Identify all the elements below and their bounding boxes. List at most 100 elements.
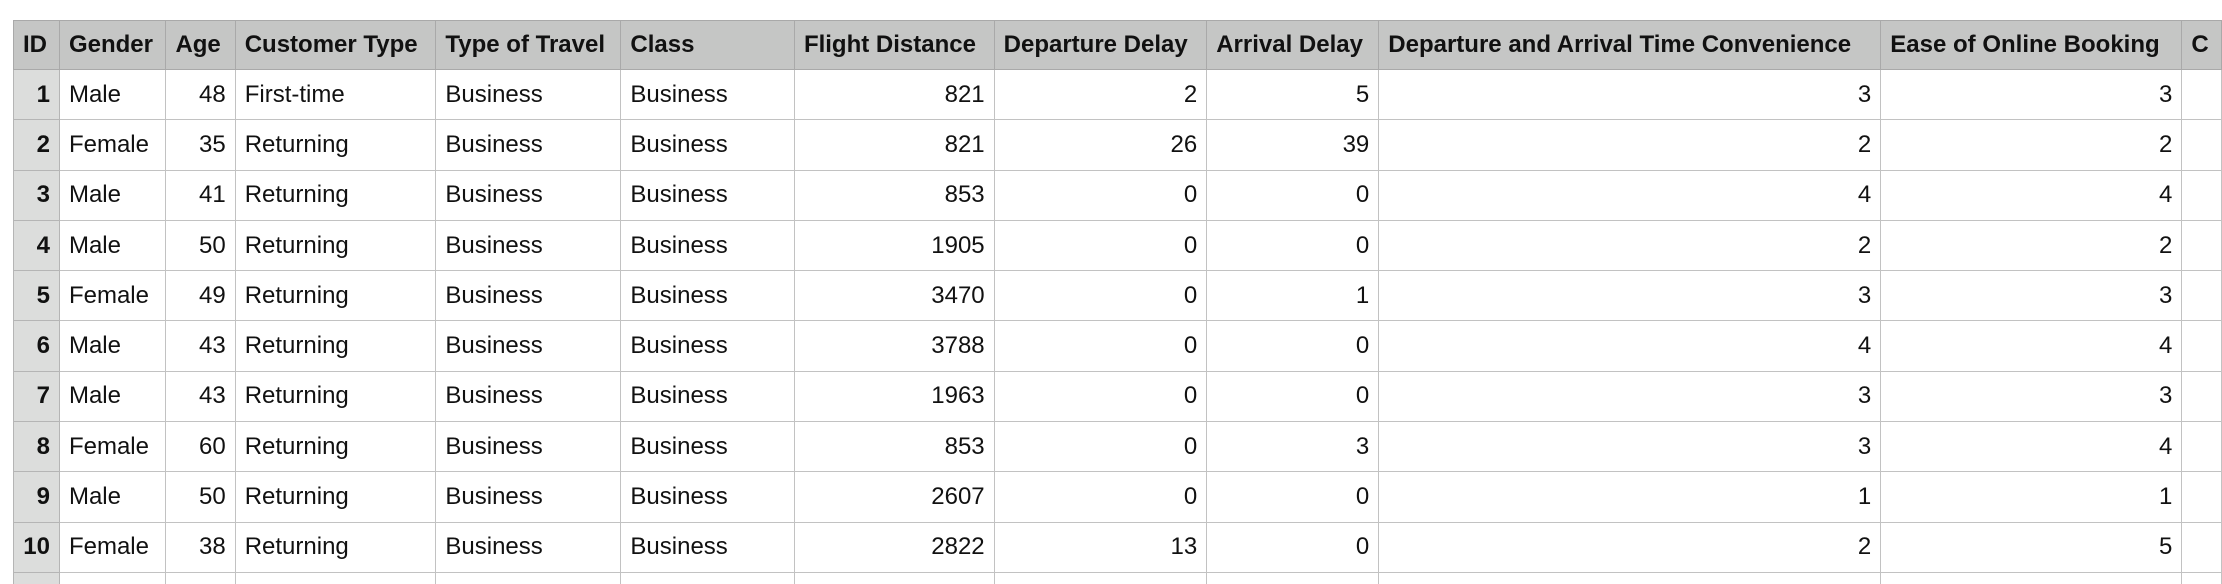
customer-type-cell[interactable]: First-time: [234, 68, 437, 121]
overflow-cell[interactable]: [2181, 270, 2222, 322]
age-cell[interactable]: 41: [165, 169, 236, 221]
column-header-online-booking[interactable]: Ease of Online Booking: [1880, 20, 2183, 70]
partial-cell[interactable]: [993, 571, 1208, 584]
age-cell[interactable]: 50: [165, 219, 236, 272]
arrival-delay-cell[interactable]: 0: [1206, 169, 1380, 221]
type-of-travel-cell[interactable]: Business: [435, 119, 622, 171]
row-id-cell[interactable]: 10: [13, 521, 60, 573]
time-convenience-cell[interactable]: 2: [1378, 219, 1882, 272]
overflow-cell[interactable]: [2181, 471, 2222, 523]
customer-type-cell[interactable]: Returning: [234, 169, 437, 221]
time-convenience-cell[interactable]: 3: [1378, 270, 1882, 322]
online-booking-cell[interactable]: 2: [1880, 219, 2183, 272]
flight-distance-cell[interactable]: 2607: [793, 471, 995, 523]
partial-cell[interactable]: [1206, 571, 1380, 584]
customer-type-cell[interactable]: Returning: [234, 320, 437, 372]
online-booking-cell[interactable]: 4: [1880, 320, 2183, 372]
customer-type-cell[interactable]: Returning: [234, 471, 437, 523]
age-cell[interactable]: 49: [165, 270, 236, 322]
gender-cell[interactable]: Male: [58, 370, 167, 423]
column-header-departure-delay[interactable]: Departure Delay: [993, 20, 1208, 70]
flight-distance-cell[interactable]: 2822: [793, 521, 995, 573]
customer-type-cell[interactable]: Returning: [234, 521, 437, 573]
customer-type-cell[interactable]: Returning: [234, 421, 437, 473]
departure-delay-cell[interactable]: 2: [993, 68, 1208, 121]
arrival-delay-cell[interactable]: 39: [1206, 119, 1380, 171]
time-convenience-cell[interactable]: 2: [1378, 521, 1882, 573]
gender-cell[interactable]: Female: [58, 521, 167, 573]
gender-cell[interactable]: Male: [58, 169, 167, 221]
flight-distance-cell[interactable]: 821: [793, 68, 995, 121]
gender-cell[interactable]: Male: [58, 320, 167, 372]
customer-type-cell[interactable]: Returning: [234, 119, 437, 171]
time-convenience-cell[interactable]: 3: [1378, 421, 1882, 473]
partial-cell[interactable]: [58, 571, 167, 584]
column-header-flight-distance[interactable]: Flight Distance: [793, 20, 995, 70]
flight-distance-cell[interactable]: 1963: [793, 370, 995, 423]
class-cell[interactable]: Business: [620, 68, 795, 121]
age-cell[interactable]: 43: [165, 320, 236, 372]
partial-cell[interactable]: [435, 571, 622, 584]
arrival-delay-cell[interactable]: 0: [1206, 370, 1380, 423]
row-id-cell[interactable]: 8: [13, 421, 60, 473]
gender-cell[interactable]: Female: [58, 119, 167, 171]
partial-cell[interactable]: [234, 571, 437, 584]
age-cell[interactable]: 38: [165, 521, 236, 573]
type-of-travel-cell[interactable]: Business: [435, 169, 622, 221]
arrival-delay-cell[interactable]: 0: [1206, 521, 1380, 573]
time-convenience-cell[interactable]: 3: [1378, 370, 1882, 423]
row-id-cell[interactable]: 9: [13, 471, 60, 523]
class-cell[interactable]: Business: [620, 270, 795, 322]
departure-delay-cell[interactable]: 0: [993, 370, 1208, 423]
overflow-cell[interactable]: [2181, 521, 2222, 573]
flight-distance-cell[interactable]: 1905: [793, 219, 995, 272]
age-cell[interactable]: 48: [165, 68, 236, 121]
row-id-cell[interactable]: 1: [13, 68, 60, 121]
arrival-delay-cell[interactable]: 5: [1206, 68, 1380, 121]
time-convenience-cell[interactable]: 1: [1378, 471, 1882, 523]
gender-cell[interactable]: Male: [58, 471, 167, 523]
overflow-cell[interactable]: [2181, 68, 2222, 121]
flight-distance-cell[interactable]: 853: [793, 169, 995, 221]
flight-distance-cell[interactable]: 853: [793, 421, 995, 473]
partial-cell[interactable]: [1378, 571, 1882, 584]
overflow-cell[interactable]: [2181, 169, 2222, 221]
column-header-age[interactable]: Age: [165, 20, 236, 70]
column-header-gender[interactable]: Gender: [58, 20, 167, 70]
type-of-travel-cell[interactable]: Business: [435, 521, 622, 573]
type-of-travel-cell[interactable]: Business: [435, 471, 622, 523]
overflow-cell[interactable]: [2181, 219, 2222, 272]
departure-delay-cell[interactable]: 0: [993, 270, 1208, 322]
age-cell[interactable]: 35: [165, 119, 236, 171]
age-cell[interactable]: 60: [165, 421, 236, 473]
type-of-travel-cell[interactable]: Business: [435, 370, 622, 423]
online-booking-cell[interactable]: 2: [1880, 119, 2183, 171]
type-of-travel-cell[interactable]: Business: [435, 68, 622, 121]
column-header-customer-type[interactable]: Customer Type: [234, 20, 437, 70]
column-header-partial[interactable]: C: [2181, 20, 2222, 70]
online-booking-cell[interactable]: 5: [1880, 521, 2183, 573]
partial-cell[interactable]: [1880, 571, 2183, 584]
column-header-arrival-delay[interactable]: Arrival Delay: [1206, 20, 1380, 70]
gender-cell[interactable]: Male: [58, 68, 167, 121]
row-id-cell[interactable]: 4: [13, 219, 60, 272]
arrival-delay-cell[interactable]: 0: [1206, 471, 1380, 523]
online-booking-cell[interactable]: 3: [1880, 270, 2183, 322]
departure-delay-cell[interactable]: 0: [993, 320, 1208, 372]
row-id-cell[interactable]: 7: [13, 370, 60, 423]
online-booking-cell[interactable]: 4: [1880, 169, 2183, 221]
overflow-cell[interactable]: [2181, 421, 2222, 473]
row-id-cell[interactable]: 5: [13, 270, 60, 322]
age-cell[interactable]: 43: [165, 370, 236, 423]
time-convenience-cell[interactable]: 3: [1378, 68, 1882, 121]
partial-cell[interactable]: [13, 571, 60, 584]
class-cell[interactable]: Business: [620, 320, 795, 372]
column-header-time-convenience[interactable]: Departure and Arrival Time Convenience: [1378, 20, 1882, 70]
class-cell[interactable]: Business: [620, 219, 795, 272]
class-cell[interactable]: Business: [620, 119, 795, 171]
customer-type-cell[interactable]: Returning: [234, 270, 437, 322]
overflow-cell[interactable]: [2181, 119, 2222, 171]
time-convenience-cell[interactable]: 4: [1378, 320, 1882, 372]
class-cell[interactable]: Business: [620, 169, 795, 221]
class-cell[interactable]: Business: [620, 370, 795, 423]
